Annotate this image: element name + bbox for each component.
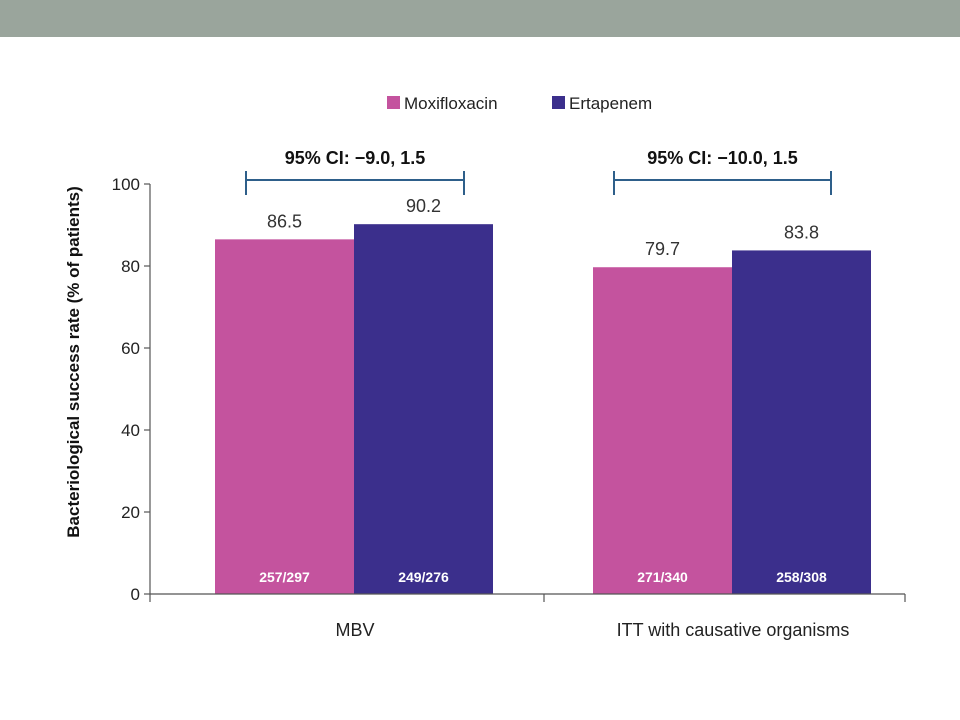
y-tick-label: 60 — [121, 339, 140, 358]
bar-value-label: 90.2 — [406, 196, 441, 216]
legend: Moxifloxacin Ertapenem — [387, 94, 652, 113]
ci-annotation: 95% CI: −10.0, 1.5 — [647, 148, 798, 168]
confidence-intervals: 95% CI: −9.0, 1.5 95% CI: −10.0, 1.5 — [245, 148, 832, 195]
legend-swatch-ertapenem — [552, 96, 565, 109]
legend-swatch-moxifloxacin — [387, 96, 400, 109]
bar-ertapenem-1 — [354, 224, 493, 594]
bar-value-label: 83.8 — [784, 222, 819, 242]
bar-count-label: 258/308 — [776, 569, 827, 585]
y-tick-label: 0 — [131, 585, 140, 604]
bar-moxifloxacin-2 — [593, 267, 732, 594]
bar-value-label: 86.5 — [267, 211, 302, 231]
x-category-label: ITT with causative organisms — [617, 620, 850, 640]
bar-value-label: 79.7 — [645, 239, 680, 259]
y-tick-label: 100 — [112, 175, 140, 194]
x-category-label: MBV — [335, 620, 374, 640]
y-tick-label: 80 — [121, 257, 140, 276]
bar-ertapenem-2 — [732, 250, 871, 595]
bars: 86.5 257/297 79.7 271/340 90.2 249/276 83.8 258… — [215, 196, 871, 595]
bar-count-label: 271/340 — [637, 569, 688, 585]
bar-count-label: 257/297 — [259, 569, 310, 585]
y-tick-label: 40 — [121, 421, 140, 440]
header-band — [0, 0, 960, 37]
legend-label: Ertapenem — [569, 94, 652, 113]
axes: 0 20 40 60 80 100 MBV ITT with causative organi… — [112, 175, 906, 640]
y-axis-label: Bacteriological success rate (% of patie… — [64, 186, 83, 537]
y-tick-label: 20 — [121, 503, 140, 522]
ci-annotation: 95% CI: −9.0, 1.5 — [285, 148, 426, 168]
bar-count-label: 249/276 — [398, 569, 449, 585]
bar-moxifloxacin-1 — [215, 239, 354, 594]
legend-label: Moxifloxacin — [404, 94, 498, 113]
